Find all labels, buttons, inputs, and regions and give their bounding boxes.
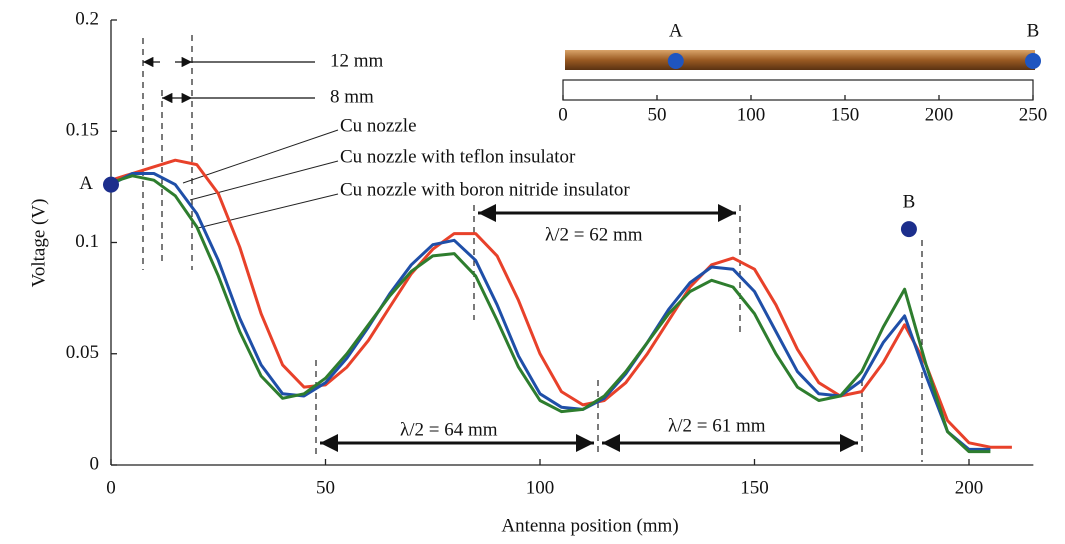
inset-tick-label: 150	[831, 104, 860, 125]
nozzle-photo	[565, 50, 1035, 70]
y-tick-label: 0.15	[66, 120, 99, 141]
annotation: λ/2 = 64 mm	[400, 419, 498, 440]
inset-point	[1025, 53, 1041, 69]
x-tick-label: 100	[526, 477, 555, 498]
series-line	[110, 174, 991, 454]
inset-tick-label: 250	[1019, 104, 1048, 125]
x-tick-label: 150	[740, 477, 769, 498]
inset-tick-label: 50	[648, 104, 667, 125]
legend-label: Cu nozzle with boron nitride insulator	[340, 179, 630, 200]
inset-frame	[562, 79, 1034, 101]
annotation: 12 mm	[330, 50, 384, 71]
annotation: 8 mm	[330, 86, 374, 107]
marker-point	[103, 176, 119, 193]
inset-point-label: A	[669, 20, 683, 41]
inset-tick-label: 0	[558, 104, 568, 125]
y-tick-label: 0.05	[66, 342, 99, 363]
legend-label: Cu nozzle	[340, 115, 417, 136]
dimension-lines	[142, 35, 923, 462]
series-line	[110, 158, 1012, 449]
inset-point-label: B	[1027, 20, 1040, 41]
inset-tick-label: 200	[925, 104, 954, 125]
y-axis-label: Voltage (V)	[28, 199, 49, 288]
inset-point	[667, 53, 684, 69]
x-tick-label: 50	[316, 477, 335, 498]
inset	[562, 50, 1035, 101]
y-tick-label: 0.2	[75, 8, 99, 29]
legend-label: Cu nozzle with teflon insulator	[340, 146, 576, 167]
marker-point	[900, 221, 917, 238]
annotation: λ/2 = 62 mm	[545, 224, 643, 245]
x-tick-label: 200	[955, 477, 984, 498]
y-tick-label: 0.1	[75, 231, 99, 252]
annotation: λ/2 = 61 mm	[668, 415, 766, 436]
y-tick-label: 0	[90, 453, 100, 474]
series-line	[110, 172, 991, 451]
inset-tick-label: 100	[737, 104, 766, 125]
x-axis-label: Antenna position (mm)	[501, 515, 678, 536]
marker-label: A	[79, 173, 93, 194]
x-tick-label: 0	[106, 477, 116, 498]
marker-label: B	[903, 192, 916, 213]
